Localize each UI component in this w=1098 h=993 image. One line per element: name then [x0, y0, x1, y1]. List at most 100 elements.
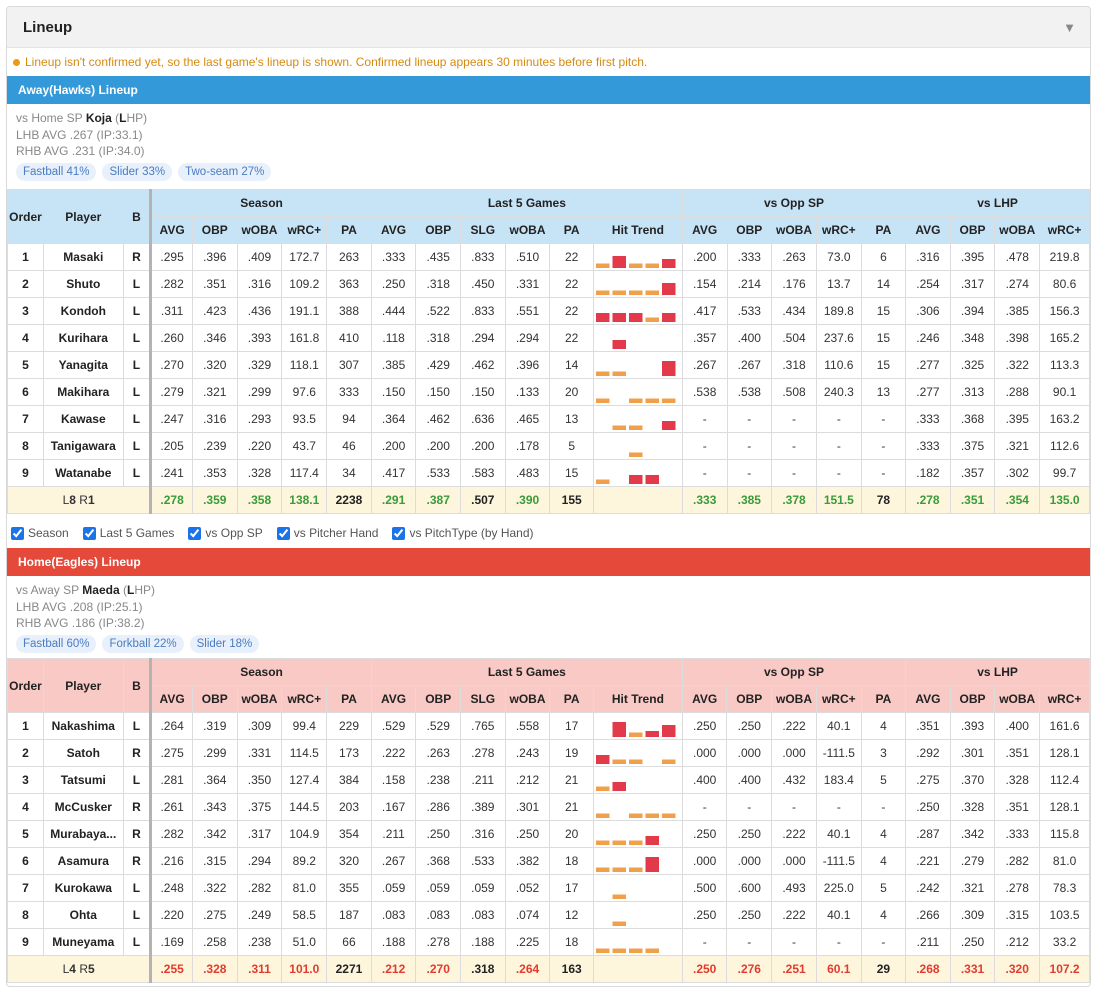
- stat-header[interactable]: PA: [860, 216, 907, 244]
- stat-header[interactable]: AVG: [681, 685, 728, 713]
- filter-option[interactable]: vs Opp SP: [188, 526, 263, 540]
- pitch-chip: Slider 33%: [102, 162, 173, 181]
- stat-header[interactable]: SLG: [460, 216, 506, 244]
- panel-header[interactable]: Lineup ▼: [7, 7, 1090, 48]
- stat-header[interactable]: wOBA: [994, 216, 1041, 244]
- stat-header[interactable]: PA: [326, 216, 372, 244]
- filter-checkbox[interactable]: [82, 526, 96, 540]
- filter-option[interactable]: vs Pitcher Hand: [276, 526, 378, 540]
- stat-header[interactable]: OBP: [415, 216, 461, 244]
- stat-header[interactable]: wRC+: [815, 685, 862, 713]
- opp-sp-stat: -: [860, 432, 907, 460]
- stat-header[interactable]: wOBA: [236, 685, 283, 713]
- trend-bar-hit: [661, 313, 676, 322]
- filter-option[interactable]: vs PitchType (by Hand): [392, 526, 534, 540]
- bat-side: L: [122, 324, 152, 352]
- vs-hand-stat: .246: [905, 324, 951, 352]
- stat-header[interactable]: AVG: [905, 216, 951, 244]
- player-name[interactable]: Kondoh: [42, 297, 124, 325]
- opp-sp-stat: .533: [726, 297, 773, 325]
- vs-hand-stat: .211: [905, 928, 951, 956]
- stat-header[interactable]: OBP: [415, 685, 461, 713]
- trend-bar-no-hit: [595, 263, 610, 268]
- stat-header[interactable]: Hit Trend: [592, 685, 683, 713]
- filter-checkbox[interactable]: [11, 526, 24, 540]
- filter-option[interactable]: Last 5 Games: [82, 526, 174, 540]
- stat-header[interactable]: OBP: [726, 685, 773, 713]
- stat-header[interactable]: PA: [860, 685, 907, 713]
- stat-header[interactable]: wRC+: [1039, 685, 1090, 713]
- summary-stat: .264: [504, 955, 551, 983]
- filter-checkbox[interactable]: [188, 526, 202, 540]
- home-lineup-table: Order Player B Season Last 5 Games vs Opp SP v…: [7, 658, 1090, 983]
- stat-header[interactable]: wOBA: [994, 685, 1041, 713]
- player-name[interactable]: McCusker: [42, 793, 124, 821]
- trend-bar-no-hit: [645, 317, 659, 322]
- opp-sp-stat: 15: [860, 297, 907, 325]
- stat-header[interactable]: Hit Trend: [592, 216, 683, 244]
- player-name[interactable]: Masaki: [42, 243, 124, 271]
- player-name[interactable]: Kawase: [42, 405, 124, 433]
- player-name[interactable]: Asamura: [42, 847, 124, 875]
- stat-header[interactable]: AVG: [149, 685, 193, 713]
- filter-checkbox[interactable]: [276, 526, 290, 540]
- opp-sp-stat: -: [860, 459, 907, 487]
- stat-header[interactable]: SLG: [460, 685, 506, 713]
- player-name[interactable]: Ohta: [42, 901, 124, 929]
- season-stat: .351: [191, 270, 238, 298]
- stat-header[interactable]: PA: [326, 685, 372, 713]
- stat-header[interactable]: wRC+: [281, 685, 328, 713]
- player-name[interactable]: Satoh: [42, 739, 124, 767]
- player-name[interactable]: Yanagita: [42, 351, 124, 379]
- stat-header[interactable]: OBP: [191, 216, 238, 244]
- season-stat: 355: [326, 874, 372, 902]
- player-name[interactable]: Muneyama: [42, 928, 124, 956]
- collapse-caret-icon[interactable]: ▼: [1063, 19, 1076, 35]
- vs-hand-stat: .478: [994, 243, 1041, 271]
- stat-header[interactable]: wOBA: [771, 216, 817, 244]
- trend-bar-no-hit: [628, 452, 643, 457]
- stat-header[interactable]: wRC+: [1039, 216, 1090, 244]
- stat-header[interactable]: AVG: [905, 685, 951, 713]
- stat-header[interactable]: PA: [549, 216, 594, 244]
- opp-sp-stat: .538: [681, 378, 728, 406]
- stat-header[interactable]: wOBA: [236, 216, 283, 244]
- last5-stat: .188: [460, 928, 506, 956]
- player-name[interactable]: Kurokawa: [42, 874, 124, 902]
- stat-header[interactable]: wRC+: [281, 216, 328, 244]
- stat-header[interactable]: AVG: [370, 685, 417, 713]
- filter-checkbox[interactable]: [392, 526, 406, 540]
- stat-header[interactable]: AVG: [370, 216, 417, 244]
- player-name[interactable]: Tanigawara: [42, 432, 124, 460]
- summary-stat: .291: [370, 486, 417, 514]
- stat-header[interactable]: AVG: [149, 216, 193, 244]
- stat-header[interactable]: AVG: [681, 216, 728, 244]
- home-rhb-avg: RHB AVG .186 (IP:38.2): [16, 616, 145, 630]
- filter-option[interactable]: Season: [11, 526, 69, 540]
- stat-header[interactable]: wOBA: [504, 216, 551, 244]
- season-stat: .319: [191, 712, 238, 740]
- player-name[interactable]: Nakashima: [42, 712, 124, 740]
- last5-stat: .583: [460, 459, 506, 487]
- stat-header[interactable]: wOBA: [504, 685, 551, 713]
- lefty-count: 4: [69, 962, 76, 976]
- stat-header[interactable]: OBP: [191, 685, 238, 713]
- player-name[interactable]: Kurihara: [42, 324, 124, 352]
- vs-hand-stat: .274: [994, 270, 1041, 298]
- player-name[interactable]: Makihara: [42, 378, 124, 406]
- summary-row: L8 R1.278.359.358 138.1 2238.291.387.507.3…: [7, 486, 1090, 514]
- stat-header[interactable]: OBP: [726, 216, 773, 244]
- last5-stat: .225: [504, 928, 551, 956]
- stat-header[interactable]: PA: [549, 685, 594, 713]
- summary-stat: .378: [771, 486, 817, 514]
- opp-sp-stat: -: [860, 928, 907, 956]
- player-name[interactable]: Watanabe: [42, 459, 124, 487]
- table-row: 7 Kurokawa L .248.322.282 81.0 355.059.059.05…: [7, 874, 1090, 902]
- player-name[interactable]: Shuto: [42, 270, 124, 298]
- player-name[interactable]: Murabaya...: [42, 820, 124, 848]
- player-name[interactable]: Tatsumi: [42, 766, 124, 794]
- stat-header[interactable]: OBP: [949, 216, 996, 244]
- stat-header[interactable]: wRC+: [815, 216, 862, 244]
- stat-header[interactable]: wOBA: [771, 685, 817, 713]
- stat-header[interactable]: OBP: [949, 685, 996, 713]
